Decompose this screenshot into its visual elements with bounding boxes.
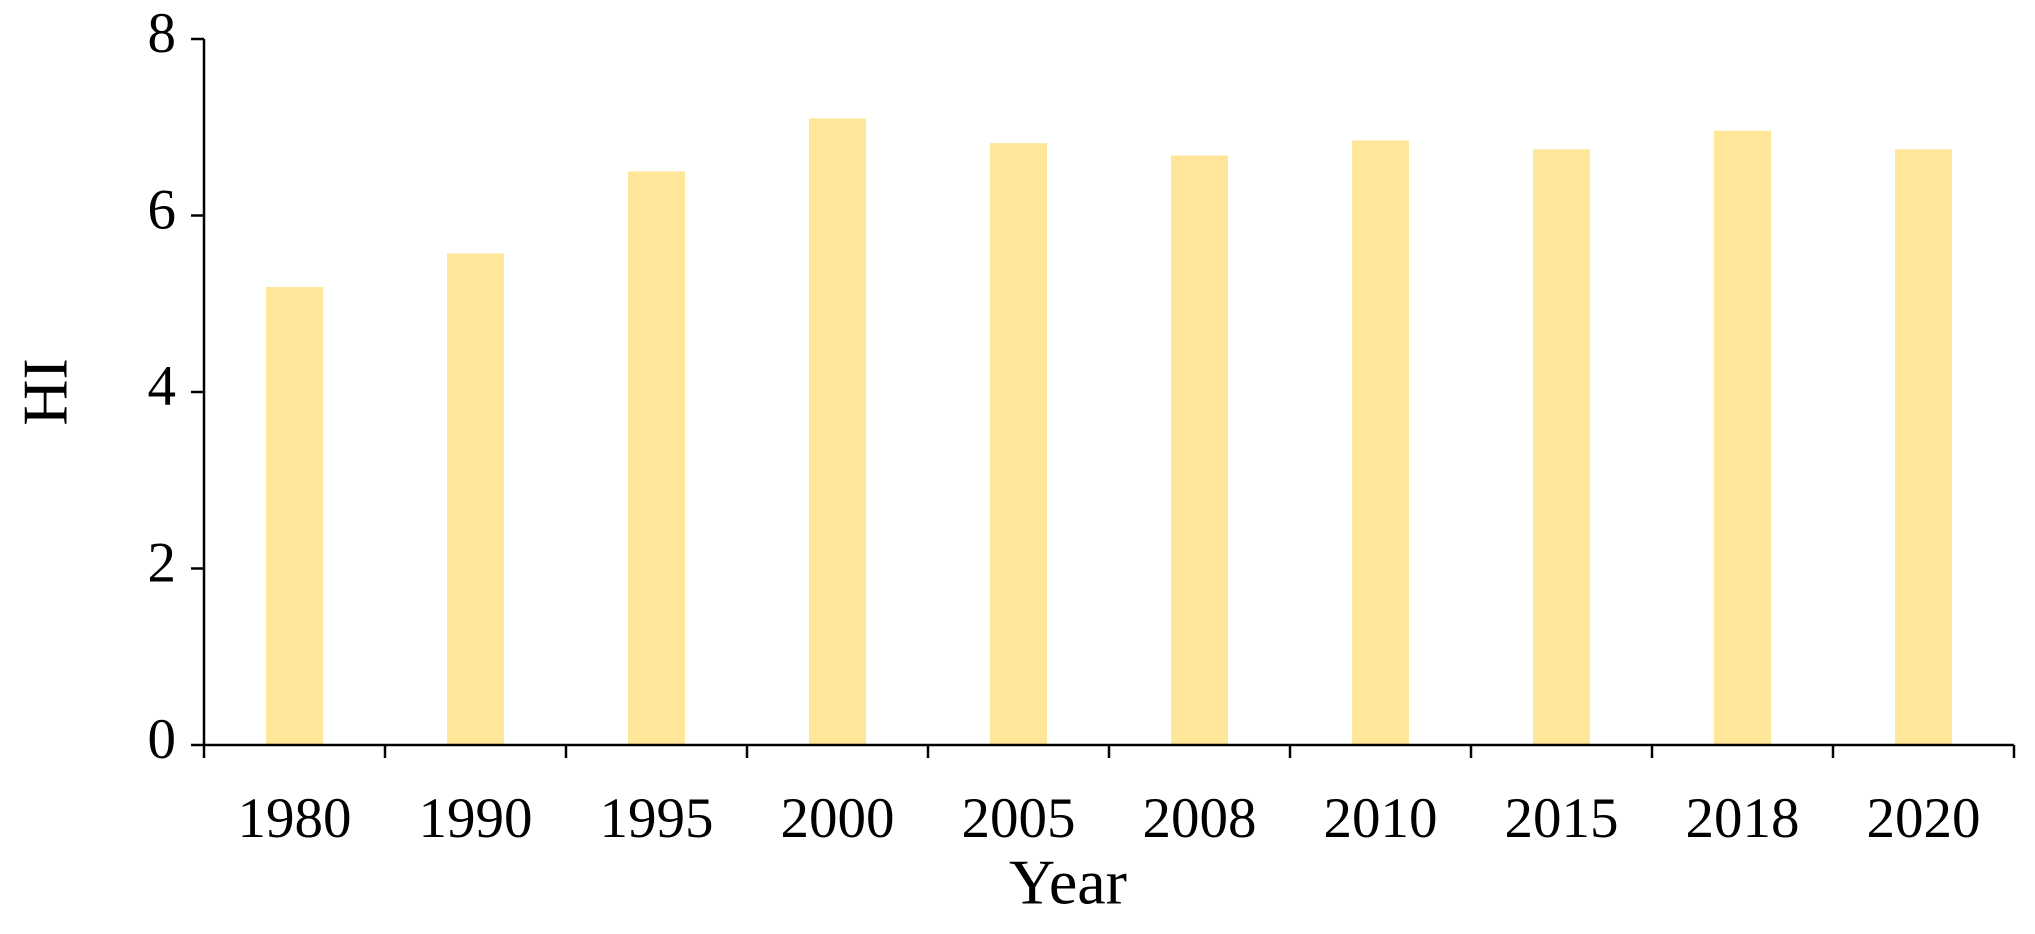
- y-axis-title: HI: [10, 358, 81, 426]
- x-tick-label: 2015: [1505, 787, 1619, 850]
- bar: [266, 286, 323, 745]
- bar: [1714, 130, 1771, 745]
- bar: [1895, 149, 1952, 745]
- bar: [1533, 149, 1590, 745]
- bar: [1352, 140, 1409, 746]
- x-tick-label: 1990: [419, 787, 533, 850]
- bar: [447, 253, 504, 745]
- x-tick-label: 1995: [600, 787, 714, 850]
- y-tick-label: 0: [148, 708, 177, 771]
- bar: [628, 171, 685, 745]
- bar: [990, 143, 1047, 745]
- bar: [1171, 155, 1228, 746]
- x-tick-label: 2000: [781, 787, 895, 850]
- x-tick-label: 1980: [238, 787, 352, 850]
- x-tick-label: 2020: [1867, 787, 1981, 850]
- y-tick-label: 2: [148, 532, 177, 595]
- x-tick-label: 2018: [1686, 787, 1800, 850]
- x-tick-label: 2005: [962, 787, 1076, 850]
- y-tick-label: 8: [148, 2, 177, 65]
- x-tick-label: 2010: [1324, 787, 1438, 850]
- x-tick-label: 2008: [1143, 787, 1257, 850]
- x-axis-title: Year: [1009, 847, 1127, 918]
- bar: [809, 118, 866, 746]
- y-tick-label: 4: [148, 355, 177, 418]
- y-tick-label: 6: [148, 179, 177, 242]
